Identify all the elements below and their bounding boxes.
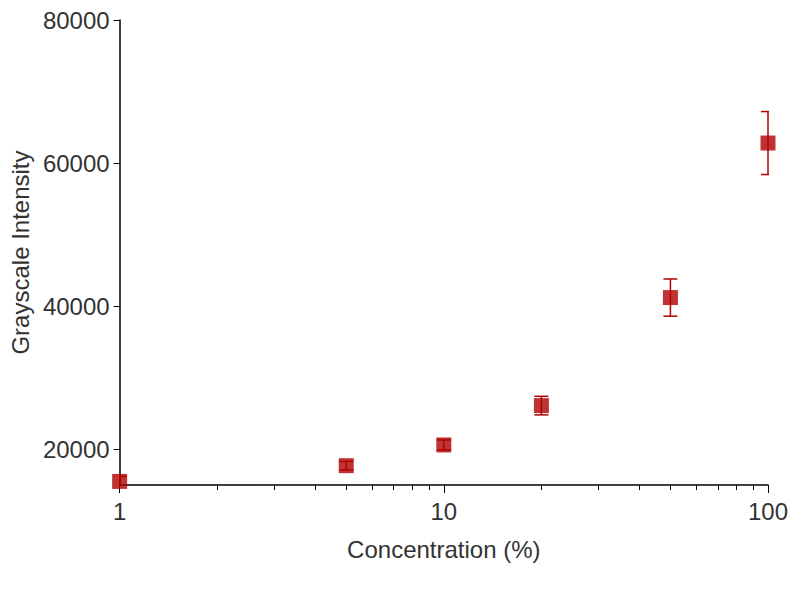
svg-text:Concentration (%): Concentration (%) bbox=[347, 536, 540, 563]
svg-text:100: 100 bbox=[748, 498, 788, 525]
svg-text:10: 10 bbox=[430, 498, 457, 525]
svg-text:20000: 20000 bbox=[43, 436, 110, 463]
svg-text:40000: 40000 bbox=[43, 293, 110, 320]
svg-text:Grayscale Intensity: Grayscale Intensity bbox=[7, 150, 34, 354]
svg-text:1: 1 bbox=[113, 498, 126, 525]
svg-text:80000: 80000 bbox=[43, 7, 110, 34]
svg-text:60000: 60000 bbox=[43, 150, 110, 177]
